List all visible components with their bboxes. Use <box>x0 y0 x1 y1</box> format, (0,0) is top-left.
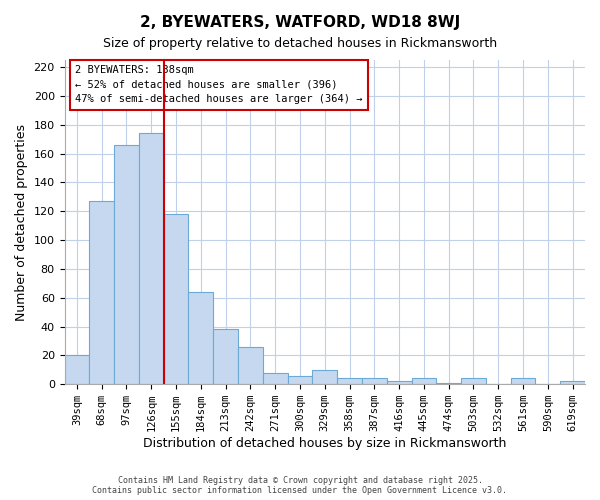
Bar <box>337 378 362 384</box>
Bar <box>139 134 164 384</box>
Bar <box>313 370 337 384</box>
Bar <box>213 330 238 384</box>
Bar <box>114 145 139 384</box>
Y-axis label: Number of detached properties: Number of detached properties <box>15 124 28 320</box>
Bar <box>511 378 535 384</box>
Bar <box>65 356 89 384</box>
Bar <box>89 201 114 384</box>
Bar <box>238 347 263 384</box>
Bar <box>461 378 486 384</box>
Bar <box>412 378 436 384</box>
Text: Size of property relative to detached houses in Rickmansworth: Size of property relative to detached ho… <box>103 38 497 51</box>
Bar <box>362 378 387 384</box>
Text: 2, BYEWATERS, WATFORD, WD18 8WJ: 2, BYEWATERS, WATFORD, WD18 8WJ <box>140 15 460 30</box>
Bar <box>387 382 412 384</box>
X-axis label: Distribution of detached houses by size in Rickmansworth: Distribution of detached houses by size … <box>143 437 506 450</box>
Bar <box>560 382 585 384</box>
Text: 2 BYEWATERS: 138sqm
← 52% of detached houses are smaller (396)
47% of semi-detac: 2 BYEWATERS: 138sqm ← 52% of detached ho… <box>75 65 362 104</box>
Bar <box>263 372 287 384</box>
Bar <box>164 214 188 384</box>
Bar <box>287 376 313 384</box>
Bar <box>188 292 213 384</box>
Text: Contains HM Land Registry data © Crown copyright and database right 2025.
Contai: Contains HM Land Registry data © Crown c… <box>92 476 508 495</box>
Bar <box>436 383 461 384</box>
